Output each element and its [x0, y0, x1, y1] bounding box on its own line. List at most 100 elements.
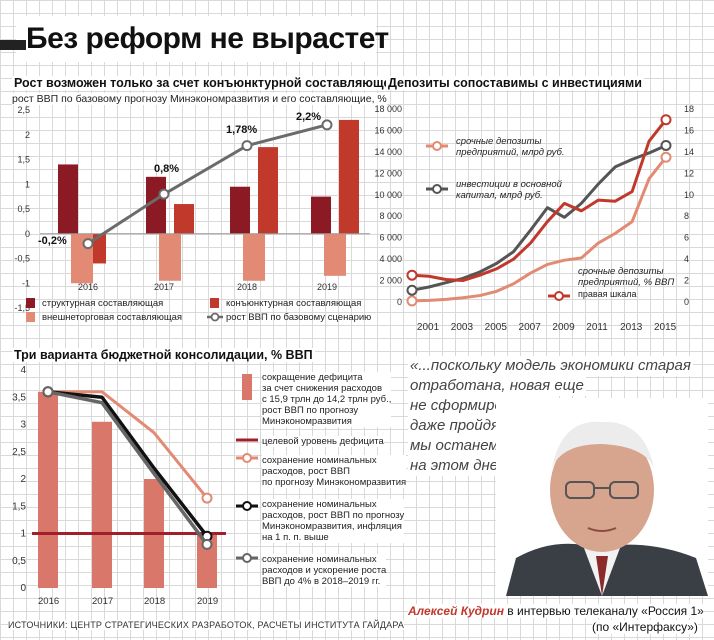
quote-line: «...поскольку модель экономики старая [408, 356, 693, 376]
chart1-bar-2 [159, 233, 181, 281]
chart1-ytick-label: 1 [25, 179, 30, 189]
chart2-ytick-left: 0 [397, 297, 402, 307]
speaker-name: Алексей Кудрин [408, 604, 504, 618]
chart2-svg: 18 000 16 000 14 000 12 000 10 000 8 000 6 000… [374, 104, 694, 333]
chart2-xtick-label: 2009 [552, 322, 575, 333]
chart1-bar-2 [324, 233, 346, 276]
chart1-legend-swatch [210, 312, 220, 322]
chart2-legend-label: предприятий, % ВВП [578, 277, 674, 288]
chart2-series-endpoint [660, 151, 672, 163]
chart1-legend-swatch [26, 298, 35, 308]
chart1-legend-swatch [26, 312, 35, 322]
chart1-ytick-label: 2,5 [17, 105, 30, 115]
chart1-data-label: 1,78% [226, 124, 257, 136]
chart2-ytick-left: 8 000 [379, 211, 402, 221]
chart1-legend-label: структурная составляющая [42, 298, 163, 309]
chart1-ytick-label: 0,5 [17, 204, 30, 214]
chart3-legend-target: целевой уровень дефицита [262, 436, 384, 447]
quote-caption-source: (по «Интерфаксу») [592, 620, 698, 634]
chart2-ytick-right: 12 [684, 168, 694, 178]
chart2-legend-label: инвестиции в основной [456, 179, 563, 190]
chart2-series-line-0 [411, 156, 668, 303]
chart3-ytick-label: 1,5 [12, 501, 26, 512]
quote-line: мы останемся [408, 436, 517, 456]
chart3-ytick-label: 0,5 [12, 556, 26, 567]
chart1-data-label: -0,2% [38, 235, 67, 247]
caption-text: в интервью телеканалу «Россия 1» [503, 604, 704, 618]
chart1-bar-0 [230, 186, 250, 234]
chart2-ytick-right: 6 [684, 233, 689, 243]
chart1-gdp-point [241, 140, 253, 152]
chart2-xtick-label: 2007 [519, 322, 542, 333]
chart2-ytick-left: 14 000 [374, 147, 402, 157]
chart2-legend-label: предприятий, млрд руб. [456, 147, 565, 158]
chart3-legend-swatch [242, 453, 252, 463]
chart1-xtick-label: 2019 [317, 282, 337, 292]
chart2-ytick-right: 16 [684, 125, 694, 135]
chart1-legend-label: рост ВВП по базовому сценарию [226, 312, 371, 323]
chart3-bar [197, 533, 217, 588]
chart3-ytick-label: 3,5 [12, 392, 26, 403]
chart2-xtick-label: 2005 [485, 322, 508, 333]
chart1-ytick-label: 0 [25, 229, 30, 239]
title-box [16, 16, 376, 62]
chart3-series-line-0 [48, 390, 209, 500]
chart1-ytick-label: -1 [22, 278, 30, 288]
chart2-xtick-label: 2003 [451, 322, 474, 333]
chart3-svg: 4 3,5 3 2,5 2 1,5 1 0,5 0 2016 2017 2018 2019 [12, 365, 258, 607]
chart2-ytick-left: 18 000 [374, 104, 402, 114]
chart3-series-point [201, 538, 213, 550]
chart3-title: Три варианта бюджетной консолидации, % В… [12, 348, 315, 362]
chart1-ytick-label: -0,5 [14, 254, 30, 264]
chart1-bar-0 [311, 196, 331, 234]
quote-caption: Алексей Кудрин в интервью телеканалу «Ро… [408, 604, 704, 618]
portrait-photo [496, 398, 708, 596]
chart1-xtick-label: 2016 [78, 282, 98, 292]
chart3-legend-line2: сохранение номинальных расходов, рост ВВ… [262, 499, 405, 543]
chart1-data-label: 2,2% [296, 111, 321, 123]
chart3-series-point [42, 386, 54, 398]
chart2-ytick-right: 0 [684, 297, 689, 307]
chart3-ytick-label: 1 [20, 529, 26, 540]
chart2-ytick-left: 10 000 [374, 190, 402, 200]
page-title: Без реформ не вырастет [26, 22, 389, 55]
chart2-legend-label: срочные депозиты [456, 136, 542, 147]
quote-line: на этом дне». [408, 456, 513, 476]
chart3-ytick-label: 3 [20, 420, 26, 431]
chart2-series-endpoint [406, 284, 418, 296]
chart1-subtitle: рост ВВП по базовому прогнозу Минэкономр… [12, 93, 387, 105]
chart2-legend-swatch [432, 184, 442, 194]
chart1-ytick-label: 2 [25, 130, 30, 140]
chart3-bar [38, 391, 58, 588]
chart1-bar-2 [243, 233, 265, 281]
quote-block: «...поскольку модель экономики старая от… [408, 356, 708, 476]
chart3-legend-swatch [242, 374, 252, 400]
chart2-xtick-label: 2015 [654, 322, 677, 333]
chart1-xtick-label: 2017 [154, 282, 174, 292]
title-accent-bar [0, 40, 26, 50]
chart2-ytick-left: 12 000 [374, 168, 402, 178]
chart3-xtick-label: 2018 [144, 596, 165, 607]
chart2-title: Депозиты сопоставимы с инвестициями [386, 76, 644, 90]
chart3-xtick-label: 2016 [38, 596, 59, 607]
chart3-legend-line3: сохранение номинальных расходов и ускоре… [262, 554, 387, 587]
chart1-bar-0 [58, 164, 78, 234]
chart3-ytick-label: 2,5 [12, 447, 26, 458]
chart1-bar-1 [258, 147, 278, 234]
chart2-series-endpoint [660, 139, 672, 151]
chart1-title: Рост возможен только за счет конъюнктурн… [12, 76, 401, 90]
chart1-legend-swatch [210, 298, 219, 308]
chart2-ytick-left: 2 000 [379, 276, 402, 286]
chart1-svg: 2,5 2 1,5 1 0,5 0 -0,5 -1 -1,5 -0,2% 0,8% 1,78% 2,2%… [14, 105, 371, 323]
chart2-ytick-right: 10 [684, 190, 694, 200]
chart2-ytick-right: 2 [684, 276, 689, 286]
chart2-ytick-left: 16 000 [374, 125, 402, 135]
chart2-legend-label: капитал, млрд руб. [456, 190, 543, 201]
chart3-series-line-1 [47, 390, 209, 538]
chart1-bar-1 [339, 119, 359, 234]
chart1-legend-label: внешнеторговая составляющая [42, 312, 182, 323]
chart1-gdp-point [321, 119, 333, 131]
chart2-ytick-left: 4 000 [379, 254, 402, 264]
chart2-ytick-right: 14 [684, 147, 694, 157]
chart3-series-line-2 [47, 390, 209, 546]
